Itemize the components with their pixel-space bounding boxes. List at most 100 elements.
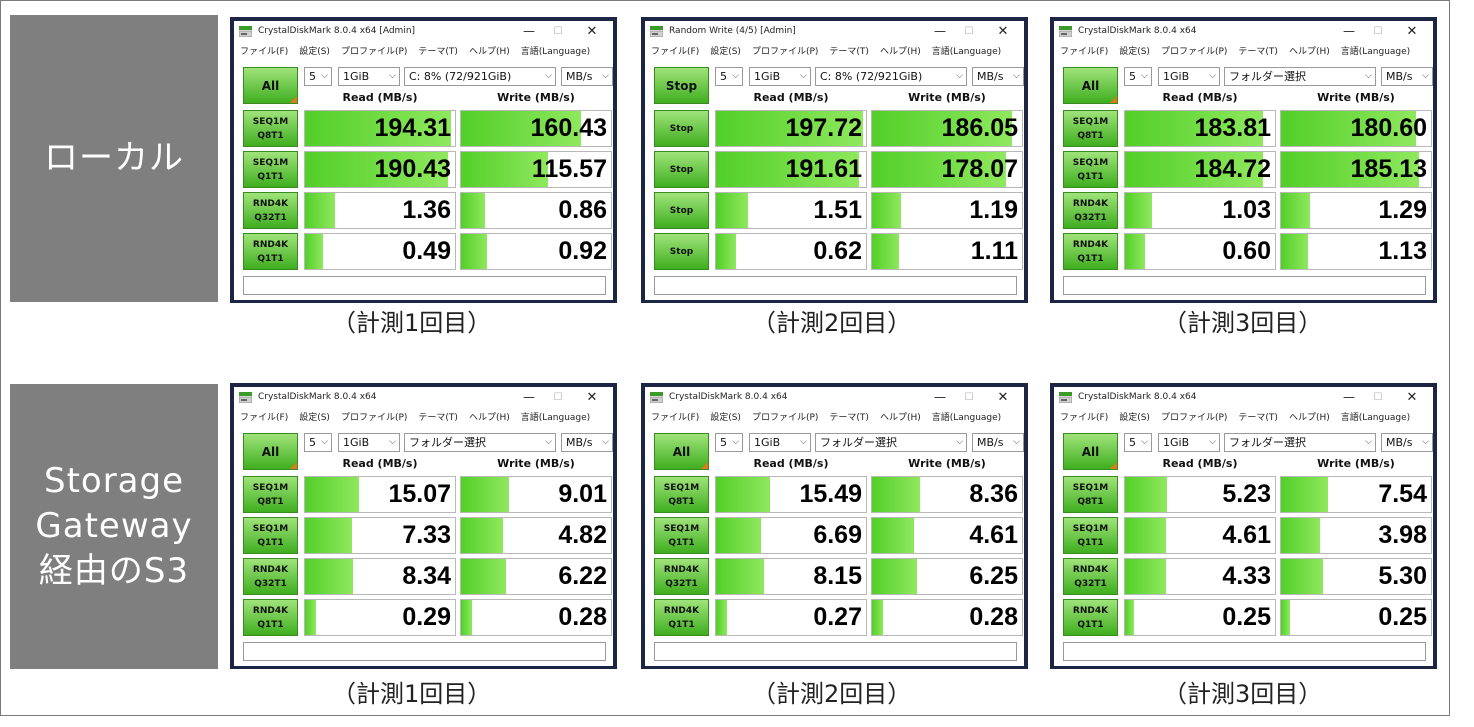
close-button[interactable]: ✕	[1406, 390, 1418, 405]
menu-item[interactable]: テーマ(T)	[418, 47, 458, 57]
test-button[interactable]: RND4K Q32T1	[243, 558, 298, 595]
menu-item[interactable]: 言語(Language)	[931, 47, 1002, 57]
menu-item[interactable]: ヘルプ(H)	[468, 47, 510, 57]
menu-item[interactable]: プロファイル(P)	[1160, 47, 1228, 57]
test-button[interactable]: RND4K Q1T1	[654, 599, 709, 636]
test-count-select[interactable]: 5 ⌵	[304, 67, 332, 86]
minimize-button[interactable]: —	[1343, 24, 1355, 38]
maximize-button[interactable]: ☐	[1373, 26, 1383, 37]
test-button[interactable]: RND4K Q32T1	[1063, 558, 1118, 595]
menu-item[interactable]: 言語(Language)	[520, 47, 591, 57]
test-button[interactable]: SEQ1M Q1T1	[243, 517, 298, 554]
menu-item[interactable]: 設定(S)	[710, 413, 741, 423]
maximize-button[interactable]: ☐	[964, 392, 974, 403]
test-button[interactable]: SEQ1M Q8T1	[243, 476, 298, 513]
menu-item[interactable]: プロファイル(P)	[1160, 413, 1228, 423]
unit-select[interactable]: MB/s ⌵	[972, 433, 1024, 452]
test-count-select[interactable]: 5 ⌵	[1124, 433, 1152, 452]
close-button[interactable]: ✕	[997, 390, 1009, 405]
unit-select[interactable]: MB/s ⌵	[972, 67, 1024, 86]
test-count-select[interactable]: 5 ⌵	[1124, 67, 1152, 86]
menu-item[interactable]: ファイル(F)	[240, 413, 289, 423]
test-size-select[interactable]: 1GiB ⌵	[1158, 433, 1220, 452]
test-button[interactable]: Stop	[654, 192, 709, 229]
menu-item[interactable]: ファイル(F)	[651, 47, 700, 57]
minimize-button[interactable]: —	[523, 390, 535, 404]
maximize-button[interactable]: ☐	[553, 392, 563, 403]
minimize-button[interactable]: —	[934, 390, 946, 404]
menu-item[interactable]: ヘルプ(H)	[1288, 47, 1330, 57]
target-drive-select[interactable]: フォルダー選択 ⌵	[1224, 433, 1376, 452]
minimize-button[interactable]: —	[934, 24, 946, 38]
menu-item[interactable]: ヘルプ(H)	[879, 47, 921, 57]
menu-item[interactable]: ファイル(F)	[651, 413, 700, 423]
menu-item[interactable]: プロファイル(P)	[340, 47, 408, 57]
close-button[interactable]: ✕	[586, 24, 598, 39]
test-button[interactable]: SEQ1M Q1T1	[654, 517, 709, 554]
all-button[interactable]: All	[654, 433, 709, 470]
menu-item[interactable]: 言語(Language)	[1340, 413, 1411, 423]
test-button[interactable]: RND4K Q32T1	[654, 558, 709, 595]
minimize-button[interactable]: —	[523, 24, 535, 38]
test-button[interactable]: RND4K Q1T1	[1063, 233, 1118, 270]
menu-item[interactable]: 設定(S)	[1119, 413, 1150, 423]
menu-item[interactable]: ファイル(F)	[240, 47, 289, 57]
stop-button[interactable]: Stop	[654, 67, 709, 104]
all-button[interactable]: All	[243, 67, 298, 104]
menu-item[interactable]: プロファイル(P)	[340, 413, 408, 423]
menu-item[interactable]: ファイル(F)	[1060, 413, 1109, 423]
menu-item[interactable]: プロファイル(P)	[751, 413, 819, 423]
test-size-select[interactable]: 1GiB ⌵	[749, 67, 811, 86]
test-button[interactable]: RND4K Q32T1	[243, 192, 298, 229]
unit-select[interactable]: MB/s ⌵	[561, 67, 613, 86]
menu-item[interactable]: テーマ(T)	[829, 47, 869, 57]
target-drive-select[interactable]: フォルダー選択 ⌵	[815, 433, 967, 452]
all-button[interactable]: All	[1063, 433, 1118, 470]
test-count-select[interactable]: 5 ⌵	[304, 433, 332, 452]
test-button[interactable]: RND4K Q32T1	[1063, 192, 1118, 229]
unit-select[interactable]: MB/s ⌵	[1381, 433, 1433, 452]
menu-item[interactable]: テーマ(T)	[418, 413, 458, 423]
test-button[interactable]: SEQ1M Q8T1	[654, 476, 709, 513]
unit-select[interactable]: MB/s ⌵	[561, 433, 613, 452]
test-size-select[interactable]: 1GiB ⌵	[749, 433, 811, 452]
menu-item[interactable]: ファイル(F)	[1060, 47, 1109, 57]
test-button[interactable]: SEQ1M Q1T1	[243, 151, 298, 188]
test-button[interactable]: SEQ1M Q1T1	[1063, 517, 1118, 554]
unit-select[interactable]: MB/s ⌵	[1381, 67, 1433, 86]
test-button[interactable]: RND4K Q1T1	[243, 599, 298, 636]
test-count-select[interactable]: 5 ⌵	[715, 433, 743, 452]
menu-item[interactable]: ヘルプ(H)	[1288, 413, 1330, 423]
close-button[interactable]: ✕	[1406, 24, 1418, 39]
menu-item[interactable]: ヘルプ(H)	[879, 413, 921, 423]
test-size-select[interactable]: 1GiB ⌵	[338, 67, 400, 86]
menu-item[interactable]: ヘルプ(H)	[468, 413, 510, 423]
menu-item[interactable]: 言語(Language)	[1340, 47, 1411, 57]
menu-item[interactable]: 設定(S)	[1119, 47, 1150, 57]
maximize-button[interactable]: ☐	[964, 26, 974, 37]
menu-item[interactable]: プロファイル(P)	[751, 47, 819, 57]
test-size-select[interactable]: 1GiB ⌵	[1158, 67, 1220, 86]
menu-item[interactable]: 設定(S)	[299, 413, 330, 423]
target-drive-select[interactable]: C: 8% (72/921GiB) ⌵	[815, 67, 967, 86]
test-button[interactable]: RND4K Q1T1	[1063, 599, 1118, 636]
test-count-select[interactable]: 5 ⌵	[715, 67, 743, 86]
close-button[interactable]: ✕	[997, 24, 1009, 39]
menu-item[interactable]: 言語(Language)	[520, 413, 591, 423]
test-button[interactable]: Stop	[654, 233, 709, 270]
menu-item[interactable]: 言語(Language)	[931, 413, 1002, 423]
test-button[interactable]: RND4K Q1T1	[243, 233, 298, 270]
test-button[interactable]: SEQ1M Q8T1	[1063, 476, 1118, 513]
menu-item[interactable]: 設定(S)	[299, 47, 330, 57]
test-button[interactable]: SEQ1M Q8T1	[1063, 110, 1118, 147]
test-button[interactable]: SEQ1M Q8T1	[243, 110, 298, 147]
menu-item[interactable]: テーマ(T)	[1238, 47, 1278, 57]
menu-item[interactable]: テーマ(T)	[829, 413, 869, 423]
all-button[interactable]: All	[1063, 67, 1118, 104]
target-drive-select[interactable]: フォルダー選択 ⌵	[1224, 67, 1376, 86]
target-drive-select[interactable]: フォルダー選択 ⌵	[404, 433, 556, 452]
test-button[interactable]: Stop	[654, 110, 709, 147]
test-button[interactable]: SEQ1M Q1T1	[1063, 151, 1118, 188]
test-button[interactable]: Stop	[654, 151, 709, 188]
target-drive-select[interactable]: C: 8% (72/921GiB) ⌵	[404, 67, 556, 86]
